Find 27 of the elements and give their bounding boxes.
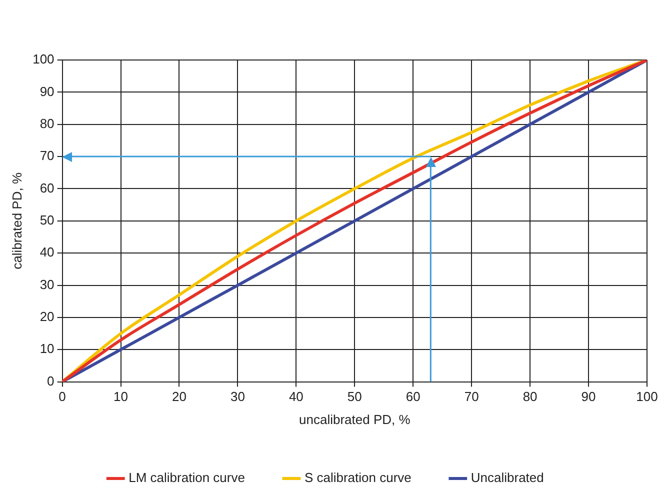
y-tick-label: 80 [40, 116, 54, 131]
x-tick-label: 80 [522, 389, 538, 404]
y-tick-label: 90 [40, 84, 54, 99]
legend-label: Uncalibrated [470, 470, 544, 486]
y-axis-title: calibrated PD, % [9, 172, 24, 270]
x-tick-label: 60 [406, 389, 420, 404]
x-tick-label: 100 [636, 389, 658, 404]
y-tick-label: 60 [40, 180, 54, 196]
y-tick-label: 70 [40, 148, 54, 164]
x-axis-title: uncalibrated PD, % [299, 412, 411, 427]
y-tick-label: 20 [40, 309, 54, 324]
x-tick-label: 50 [347, 389, 362, 404]
x-tick-label: 10 [114, 389, 128, 404]
legend-label: LM calibration curve [128, 470, 245, 486]
x-tick-label: 0 [58, 389, 66, 404]
y-tick-label: 50 [40, 212, 54, 228]
y-tick-label: 10 [40, 341, 54, 356]
x-tick-label: 30 [230, 389, 245, 404]
x-tick-label: 90 [581, 389, 596, 404]
y-tick-label: 30 [40, 276, 54, 292]
y-tick-label: 40 [40, 244, 54, 260]
y-tick-label: 100 [32, 52, 54, 67]
x-tick-label: 70 [464, 389, 479, 404]
x-tick-label: 40 [288, 389, 304, 404]
legend-label: S calibration curve [304, 470, 412, 486]
y-tick-label: 0 [47, 373, 54, 388]
x-tick-label: 20 [172, 389, 186, 404]
